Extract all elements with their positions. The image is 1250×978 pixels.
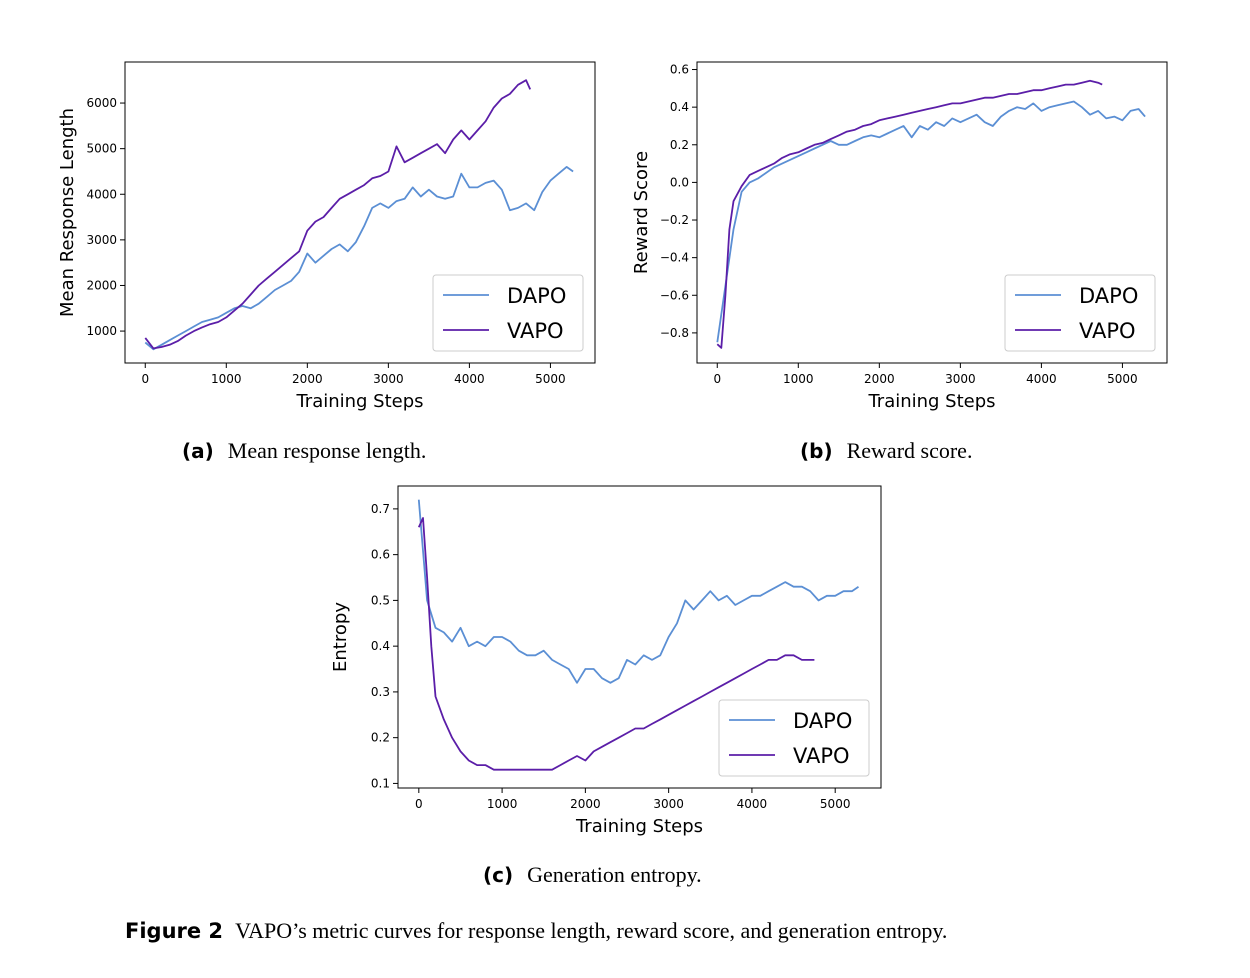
x-tick-label: 1000 [211,372,242,386]
y-tick-label: 0.2 [371,731,390,745]
caption-c: (c) Generation entropy. [483,862,702,888]
chart-b: 0 1000 2000 3000 4000 5000 −0.8 −0.6 −0.4 −0.2 0.0… [631,61,1168,412]
x-tick-label: 4000 [454,372,485,386]
figure-caption: Figure 2 VAPO’s metric curves for respons… [125,918,947,944]
x-tick-label: 0 [713,372,721,386]
y-tick-label: 1000 [86,324,117,338]
legend: DAPO VAPO [432,274,584,352]
caption-a-text: Mean response length. [227,438,427,463]
y-tick-label: 2000 [86,278,117,292]
x-tick-label: 1000 [487,797,518,811]
figure-caption-text: VAPO’s metric curves for response length… [235,918,948,943]
y-axis-label: Mean Response Length [57,108,78,317]
y-tick-label: 0.0 [670,175,689,189]
x-tick-label: 5000 [820,797,851,811]
x-axis-label: Training Steps [575,816,703,837]
legend-box [432,274,584,352]
caption-a: (a) Mean response length. [182,438,426,464]
y-tick-label: 0.5 [371,593,390,607]
x-tick-label: 3000 [945,372,976,386]
chart-c: 0 1000 2000 3000 4000 5000 0.1 0.2 0.3 0.4 0.5 0.6 0… [330,485,882,837]
y-tick-label: 0.2 [670,138,689,152]
series-line-vapo [716,79,1103,349]
y-tick-label: 0.6 [371,548,390,562]
x-tick-label: 5000 [535,372,566,386]
caption-b-label: (b) [800,439,833,463]
legend-label-dapo: DAPO [507,284,566,308]
caption-a-label: (a) [182,439,214,463]
caption-c-text: Generation entropy. [527,862,702,887]
legend-box [718,699,870,777]
plot-frame [696,61,1168,364]
y-tick-label: −0.8 [660,326,689,340]
y-axis-label: Entropy [330,602,351,672]
y-tick-label: 4000 [86,187,117,201]
y-tick-label: 0.4 [371,639,390,653]
caption-c-label: (c) [483,863,514,887]
x-tick-label: 1000 [783,372,814,386]
y-tick-label: 0.6 [670,63,689,77]
plot-frame [124,61,596,364]
y-tick-label: 3000 [86,233,117,247]
y-tick-label: 0.4 [670,100,689,114]
series-line-dapo [417,499,860,684]
y-tick-label: 5000 [86,142,117,156]
figure-caption-label: Figure 2 [125,919,224,943]
y-axis-label: Reward Score [631,151,652,274]
x-tick-label: 4000 [737,797,768,811]
caption-b: (b) Reward score. [800,438,972,464]
x-tick-label: 0 [141,372,149,386]
x-tick-label: 2000 [570,797,601,811]
x-tick-label: 5000 [1107,372,1138,386]
legend-label-vapo: VAPO [793,744,850,768]
legend-label-dapo: DAPO [793,709,852,733]
y-tick-label: −0.4 [660,251,689,265]
x-tick-label: 3000 [653,797,684,811]
legend: DAPO VAPO [1004,274,1156,352]
legend-label-dapo: DAPO [1079,284,1138,308]
plot-frame [397,485,882,789]
y-tick-label: −0.6 [660,288,689,302]
x-axis-label: Training Steps [867,391,995,412]
series-line-vapo [144,79,532,350]
caption-b-text: Reward score. [846,438,973,463]
x-tick-label: 2000 [292,372,323,386]
y-tick-label: −0.2 [660,213,689,227]
y-tick-label: 0.1 [371,776,390,790]
x-tick-label: 0 [415,797,423,811]
x-tick-label: 4000 [1026,372,1057,386]
legend-box [1004,274,1156,352]
legend-label-vapo: VAPO [507,319,564,343]
y-tick-label: 0.3 [371,685,390,699]
y-tick-label: 0.7 [371,502,390,516]
legend-label-vapo: VAPO [1079,319,1136,343]
chart-a: 0 1000 2000 3000 4000 5000 1000 2000 3000 4000 500… [57,61,596,412]
series-line-vapo [417,517,815,771]
x-tick-label: 3000 [373,372,404,386]
x-axis-label: Training Steps [295,391,423,412]
series-line-dapo [144,165,574,351]
y-tick-label: 6000 [86,96,117,110]
legend: DAPO VAPO [718,699,870,777]
x-tick-label: 2000 [864,372,895,386]
series-line-dapo [716,100,1146,343]
